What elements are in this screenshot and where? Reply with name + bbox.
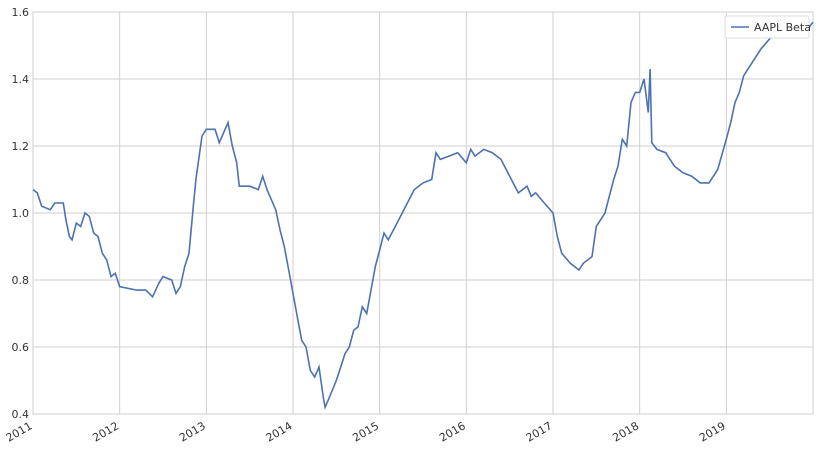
y-tick-label: 1.4 [12, 73, 30, 86]
x-tick-label: 2016 [437, 419, 468, 444]
x-tick-label: 2018 [610, 419, 641, 444]
x-tick-label: 2019 [697, 419, 728, 444]
legend-box [724, 15, 810, 39]
x-tick-label: 2015 [350, 419, 381, 444]
x-tick-label: 2014 [264, 419, 295, 444]
x-tick-label: 2017 [524, 419, 555, 444]
legend-label: AAPL Beta [754, 21, 811, 34]
y-tick-label: 1.6 [12, 6, 30, 19]
y-tick-label: 0.4 [12, 408, 30, 421]
y-tick-label: 1.0 [12, 207, 30, 220]
plot-frame [32, 11, 814, 415]
y-tick-label: 0.6 [12, 341, 30, 354]
data-line [32, 21, 814, 411]
y-tick-label: 1.2 [12, 140, 30, 153]
x-tick-label: 2011 [4, 419, 35, 444]
y-tick-label: 0.8 [12, 274, 30, 287]
x-tick-label: 2013 [177, 419, 208, 444]
x-tick-label: 2012 [90, 419, 121, 444]
